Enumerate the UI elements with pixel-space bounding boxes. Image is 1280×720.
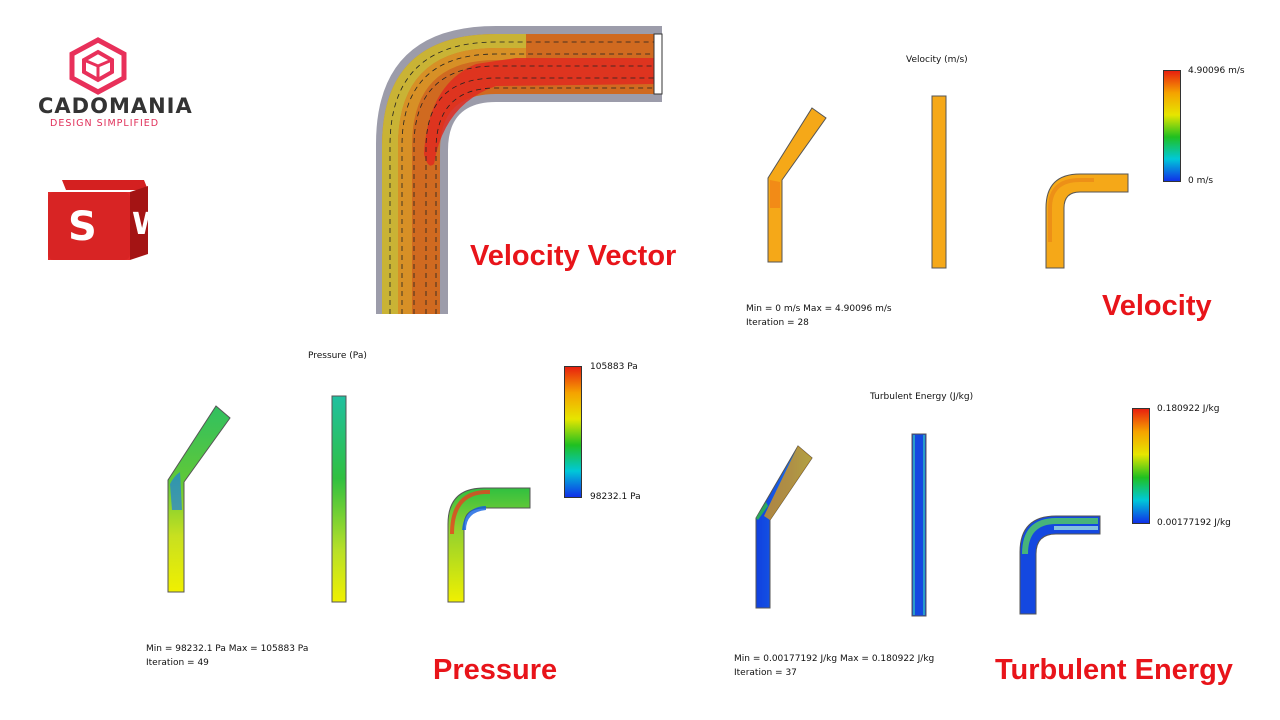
turbulent-energy-label: Turbulent Energy [995,654,1233,686]
velocity-colorbar [1163,70,1181,182]
turbulent-colorbar-min: 0.00177192 J/kg [1157,518,1231,528]
velocity-stats-range: Min = 0 m/s Max = 4.90096 m/s [746,304,892,314]
velocity-vector-visualization [376,26,663,314]
velocity-stats-iteration: Iteration = 28 [746,318,809,328]
svg-text:S: S [68,204,97,250]
velocity-colorbar-min: 0 m/s [1188,176,1214,186]
pressure-straight-pipe [331,395,347,603]
velocity-elbow-pipe [1045,173,1129,269]
pressure-bent-pipe-angled [167,405,231,593]
velocity-straight-pipe [931,95,947,269]
velocity-bent-pipe-angled [767,107,827,263]
brand-tagline: DESIGN SIMPLIFIED [50,118,160,129]
pressure-stats-iteration: Iteration = 49 [146,658,209,668]
brand-name: CADOMANIA [38,94,193,118]
velocity-plot-title: Velocity (m/s) [906,55,968,65]
turbulent-stats-range: Min = 0.00177192 J/kg Max = 0.180922 J/k… [734,654,935,664]
turbulent-colorbar [1132,408,1150,524]
turbulent-stats: Min = 0.00177192 J/kg Max = 0.180922 J/k… [734,652,934,680]
cadomania-logo-icon [69,37,127,95]
pressure-elbow-pipe [447,487,531,603]
pressure-plot-title: Pressure (Pa) [308,351,367,361]
turbulent-colorbar-max: 0.180922 J/kg [1157,404,1220,414]
svg-text:W: W [132,207,165,242]
turbulent-stats-iteration: Iteration = 37 [734,668,797,678]
turbulent-elbow-pipe [1019,515,1101,615]
turbulent-straight-pipe [911,433,927,617]
pressure-colorbar-min: 98232.1 Pa [590,492,641,502]
pressure-label: Pressure [433,654,558,686]
velocity-colorbar-max: 4.90096 m/s [1188,66,1245,76]
solidworks-cube-icon: S W [48,180,165,260]
velocity-vector-label: Velocity Vector [470,240,677,272]
turbulent-bent-pipe-angled [755,445,813,609]
pressure-stats: Min = 98232.1 Pa Max = 105883 Pa Iterati… [146,642,308,670]
velocity-stats: Min = 0 m/s Max = 4.90096 m/s Iteration … [746,302,892,330]
turbulent-plot-title: Turbulent Energy (J/kg) [870,392,974,402]
pressure-stats-range: Min = 98232.1 Pa Max = 105883 Pa [146,644,309,654]
velocity-label: Velocity [1102,290,1212,322]
pressure-colorbar-max: 105883 Pa [590,362,638,372]
pressure-colorbar [564,366,582,498]
